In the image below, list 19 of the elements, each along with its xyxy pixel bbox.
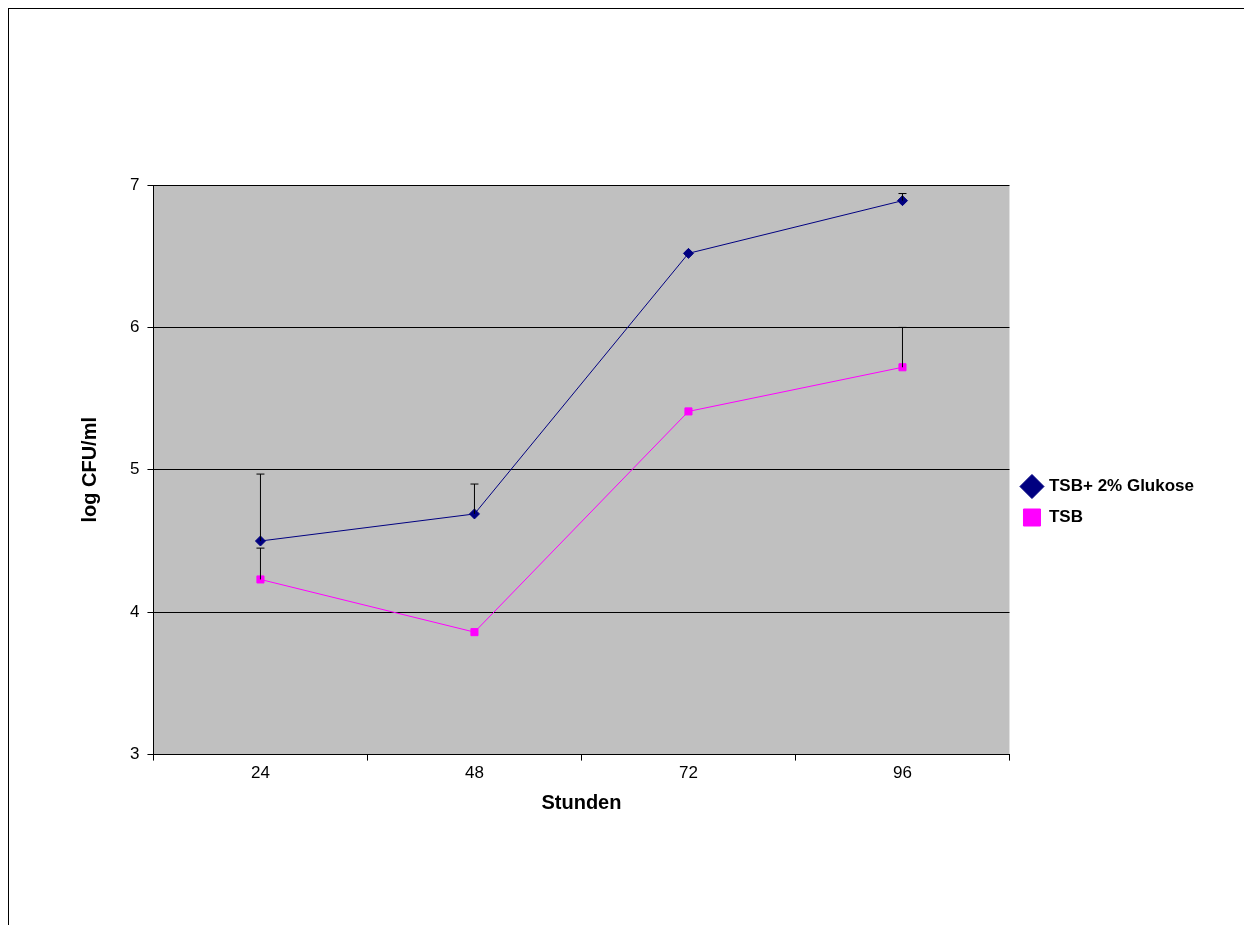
point [896, 195, 908, 207]
y-tick-label: 4 [129, 601, 140, 621]
x-tick-label: 24 [251, 763, 270, 783]
y-tick-label: 6 [129, 317, 140, 337]
legend-label: TSB [1048, 507, 1083, 527]
y-tick-label: 3 [129, 744, 140, 764]
x-tick-label: 72 [679, 763, 698, 783]
point [470, 628, 479, 637]
point [684, 407, 693, 416]
point [256, 575, 265, 584]
x-tick-label: 48 [465, 763, 484, 783]
y-axis-title: log CFU/ml [77, 417, 100, 523]
x-axis-title: Stunden [541, 790, 622, 813]
point [254, 535, 266, 547]
y-tick-label: 5 [129, 459, 140, 479]
legend-label: TSB+ 2% Glukose [1048, 476, 1195, 496]
x-tick-label: 96 [893, 763, 912, 783]
point [682, 247, 694, 259]
y-tick-label: 7 [129, 174, 140, 194]
